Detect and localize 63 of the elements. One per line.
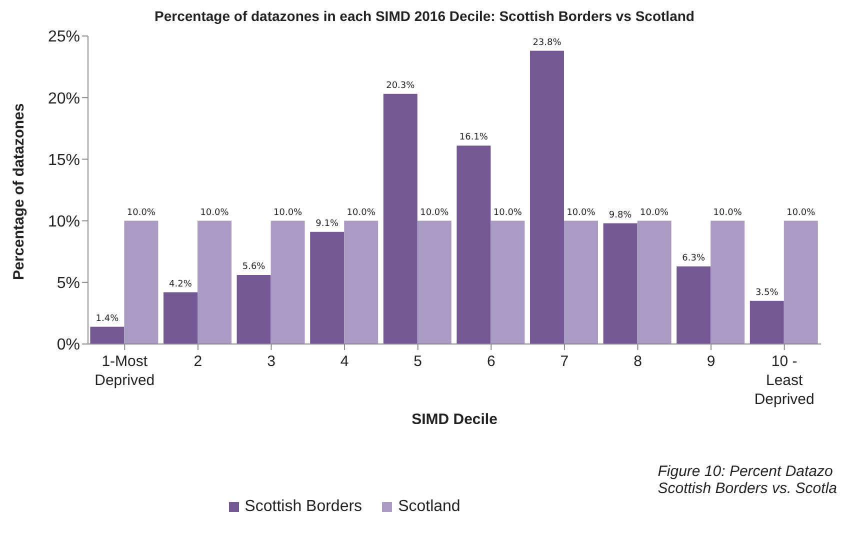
data-label: 5.6% — [242, 262, 266, 272]
bar — [417, 220, 452, 344]
data-label: 10.0% — [126, 208, 156, 218]
bar — [637, 220, 672, 344]
chart-title: Percentage of datazones in each SIMD 2016 Decile: Scottish Borders vs Scotland — [154, 8, 696, 24]
x-tick-label: 7 — [560, 353, 569, 370]
bar — [530, 50, 564, 344]
data-label: 16.1% — [459, 132, 488, 143]
bar — [270, 220, 305, 344]
bar — [490, 220, 525, 344]
bar — [344, 220, 378, 344]
x-tick-label: 5 — [414, 353, 422, 370]
x-tick-label: 2 — [194, 353, 202, 370]
data-label: 1.4% — [96, 314, 120, 324]
data-label: 10.0% — [640, 208, 670, 218]
bar — [603, 223, 638, 344]
y-tick-label: 5% — [56, 275, 80, 292]
y-tick-label: 10% — [48, 213, 80, 230]
data-label: 10.0% — [713, 208, 742, 218]
y-tick-label: 0% — [56, 336, 80, 354]
data-label: 3.5% — [755, 288, 779, 298]
legend-label: Scottish Borders — [244, 498, 362, 516]
bar — [710, 220, 745, 344]
bar — [90, 326, 124, 344]
legend-label: Scotland — [397, 498, 460, 516]
bar — [750, 300, 784, 344]
x-axis-title: SIMD Decile — [412, 411, 498, 428]
data-label: 10.0% — [420, 208, 450, 218]
x-tick-label: 6 — [486, 353, 496, 370]
bar — [164, 292, 198, 344]
bar — [124, 220, 158, 344]
x-tick-label: 3 — [267, 353, 276, 370]
text: Scottish Borders vs. Scotla — [658, 480, 837, 497]
x-tick-label: 10 - Least Deprived — [754, 353, 814, 408]
y-axis-title: Percentage of datazones — [10, 103, 28, 280]
x-tick-label: 4 — [340, 353, 349, 370]
caption: Figure 10: Percent Datazo — [658, 463, 834, 480]
bar — [784, 220, 818, 344]
data-label: 20.3% — [386, 80, 416, 91]
data-label: 10.0% — [274, 208, 303, 218]
x-tick-label: 9 — [706, 353, 716, 370]
data-label: 10.0% — [786, 208, 816, 218]
bar — [236, 275, 271, 344]
data-label: 10.0% — [346, 208, 376, 218]
x-tick-label: 1-Most Deprived — [94, 353, 155, 389]
y-tick-label: 15% — [48, 152, 80, 169]
y-tick-label: 25% — [48, 28, 80, 46]
data-label: 10.0% — [493, 208, 522, 218]
bar — [676, 266, 711, 344]
bar — [383, 94, 418, 344]
data-label: 9.8% — [608, 210, 632, 220]
bar — [564, 220, 598, 344]
bar — [310, 232, 344, 344]
data-label: 9.1% — [316, 218, 339, 229]
data-label: 4.2% — [169, 279, 192, 290]
y-tick-label: 20% — [48, 90, 80, 108]
bar — [456, 146, 491, 344]
data-label: 10.0% — [566, 208, 596, 218]
data-label: 23.8% — [532, 38, 562, 48]
data-label: 6.3% — [682, 253, 706, 264]
data-label: 10.0% — [200, 208, 230, 218]
x-tick-label: 8 — [634, 353, 642, 370]
bar — [198, 220, 232, 344]
